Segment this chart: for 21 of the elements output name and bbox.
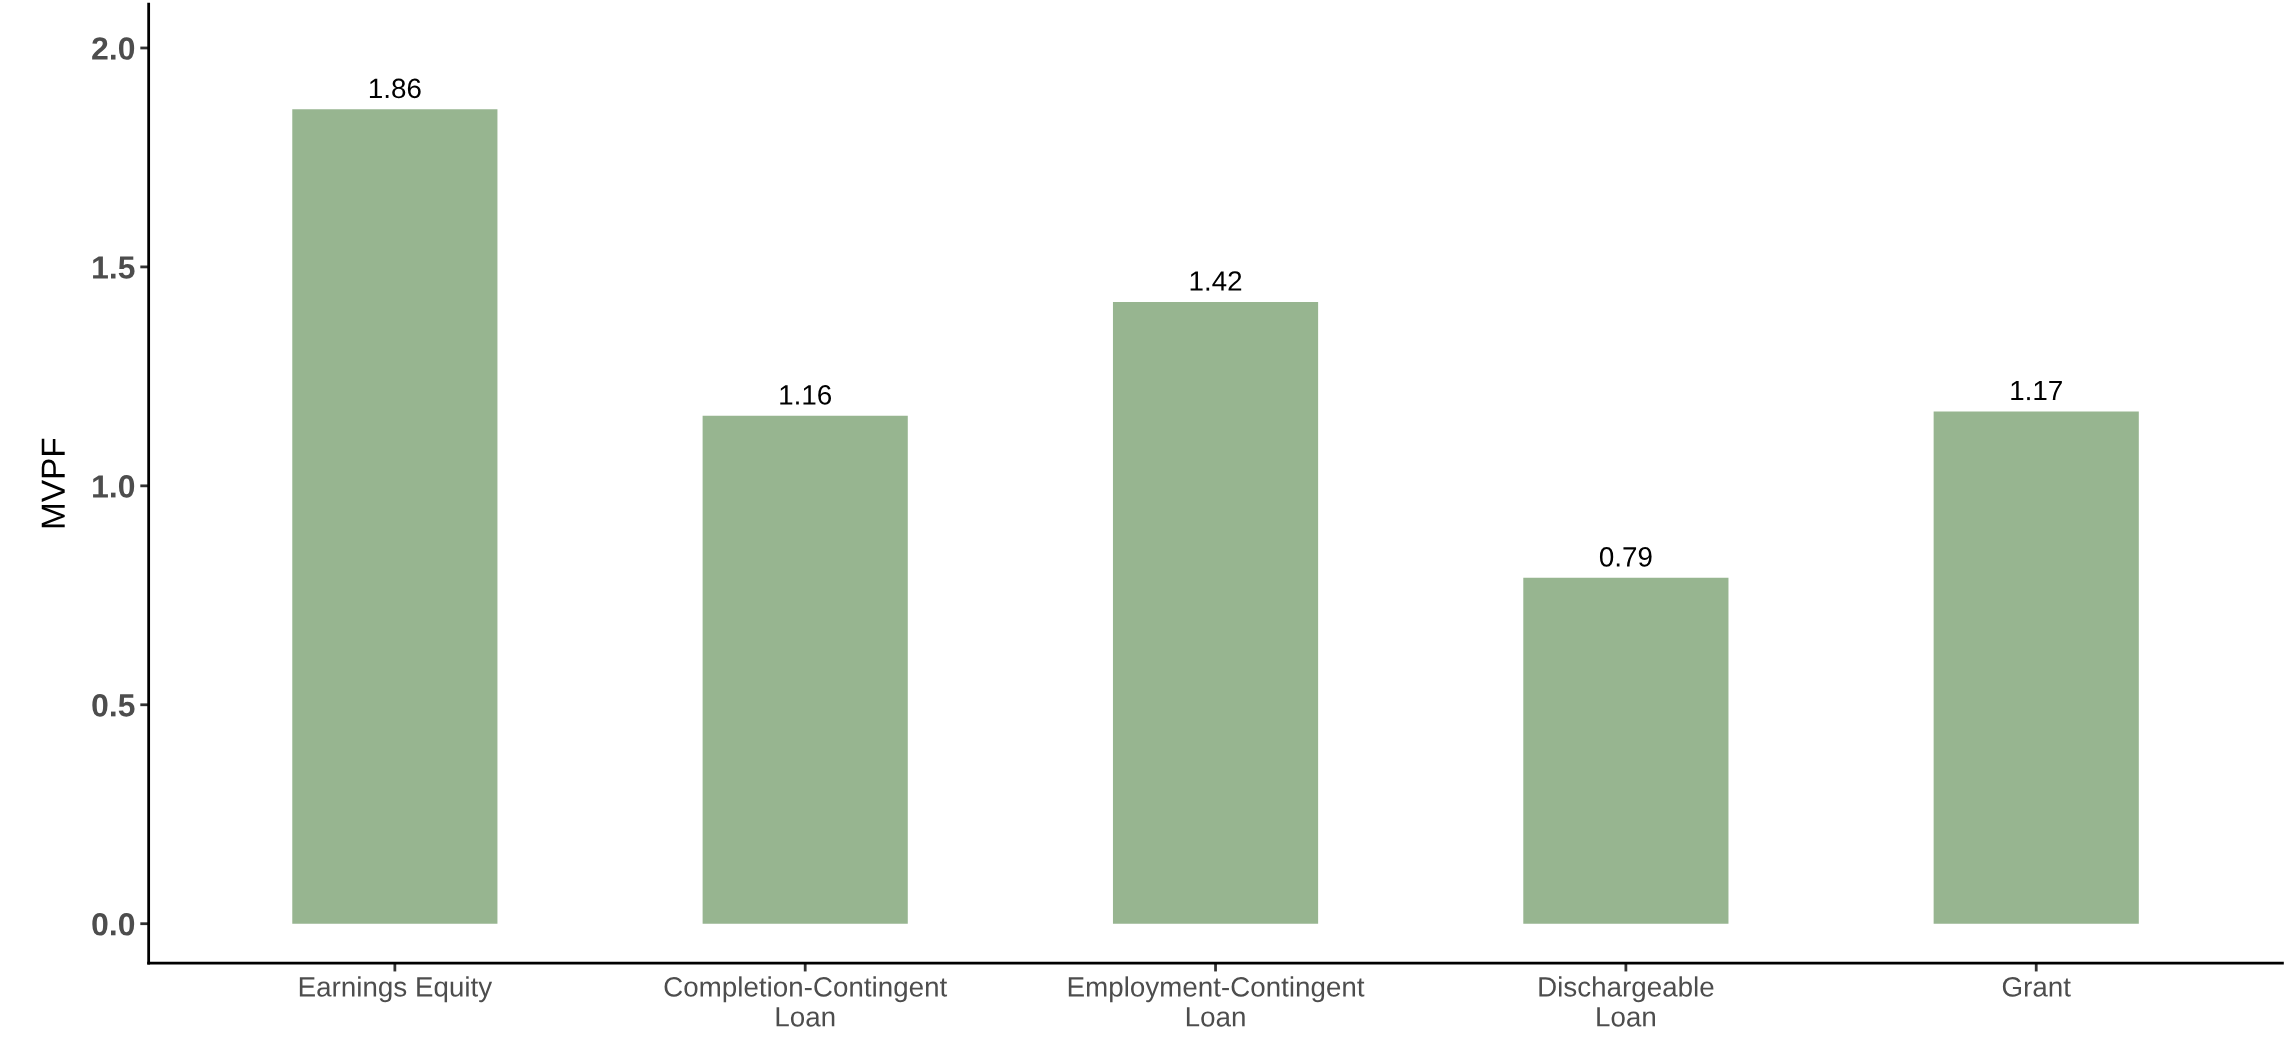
- data-label: 0.79: [1599, 547, 1652, 567]
- x-tick-label: Dischargeable Loan: [1539, 976, 1714, 1027]
- y-tick-label: 1.0: [93, 475, 135, 498]
- x-tick-label: Completion-Contingent Loan: [664, 976, 948, 1027]
- y-axis-title: MVPF: [41, 438, 65, 528]
- bar: [1112, 301, 1319, 924]
- x-tick-label: Earnings Equity: [299, 976, 493, 1003]
- data-label: 1.42: [1190, 271, 1242, 291]
- data-label: 1.17: [2011, 380, 2062, 401]
- bar: [702, 415, 908, 924]
- y-tick-label: 0.0: [92, 912, 135, 936]
- x-tick-label: Employment-Contingent Loan: [1068, 976, 1365, 1027]
- bar: [1523, 577, 1729, 924]
- bar: [1933, 411, 2139, 924]
- bar: [292, 109, 498, 924]
- y-tick-label: 2.0: [92, 37, 135, 60]
- data-label: 1.86: [369, 78, 421, 99]
- y-tick-label: 0.5: [92, 694, 135, 717]
- y-tick-label: 1.5: [93, 256, 135, 279]
- x-tick-label: Grant: [2002, 977, 2071, 997]
- data-label: 1.16: [780, 385, 832, 405]
